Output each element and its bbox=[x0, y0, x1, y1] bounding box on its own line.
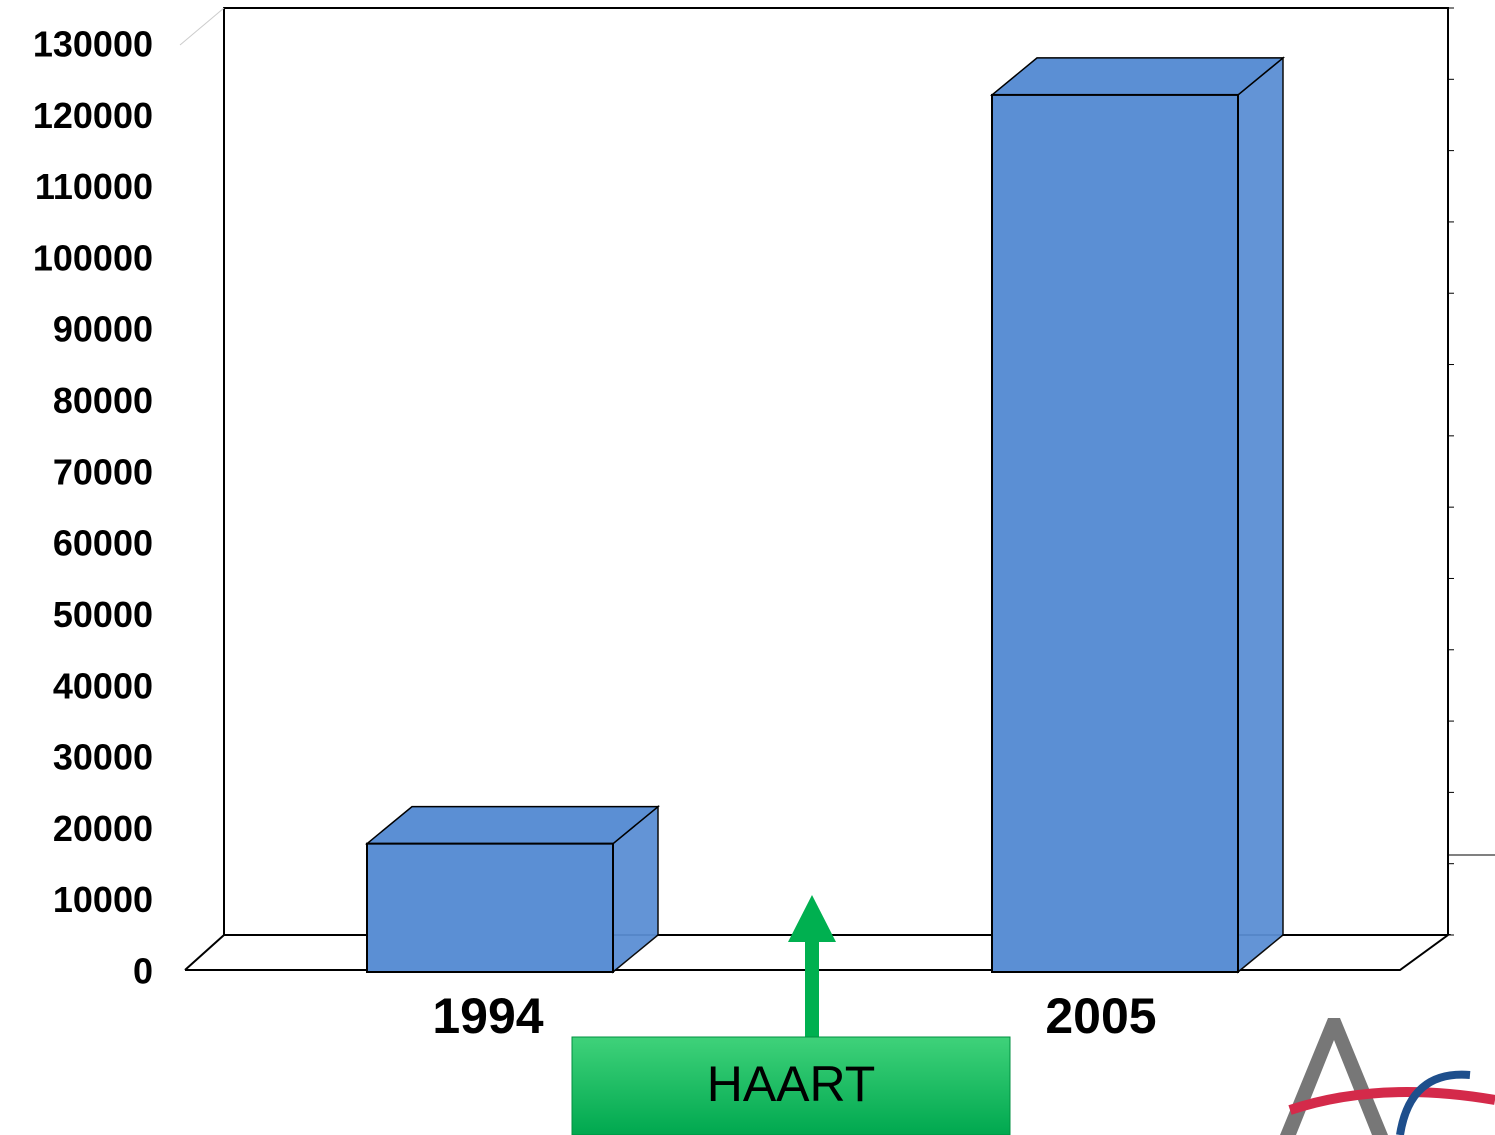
y-tick-label: 20000 bbox=[53, 808, 153, 849]
x-tick-label: 1994 bbox=[432, 988, 543, 1044]
y-tick-label: 80000 bbox=[53, 380, 153, 421]
y-tick-label: 70000 bbox=[53, 451, 153, 492]
bar-side bbox=[1237, 56, 1284, 974]
y-tick-label: 0 bbox=[133, 951, 153, 992]
wall-edge bbox=[179, 7, 225, 46]
bar-front bbox=[366, 842, 614, 974]
logo-swoosh bbox=[1288, 1087, 1495, 1115]
y-tick-label: 60000 bbox=[53, 523, 153, 564]
bar-front bbox=[991, 93, 1239, 973]
y-tick-label: 50000 bbox=[53, 594, 153, 635]
y-tick-label: 100000 bbox=[33, 237, 153, 278]
logo bbox=[1280, 1018, 1495, 1135]
y-tick-label: 40000 bbox=[53, 665, 153, 706]
bars bbox=[364, 56, 1286, 974]
annotation: HAART bbox=[571, 895, 1011, 1135]
y-tick-label: 10000 bbox=[53, 879, 153, 920]
annotation-box bbox=[571, 1036, 1011, 1135]
bar-top bbox=[989, 57, 1286, 96]
logo-arc bbox=[1396, 1070, 1471, 1135]
y-tick-label: 120000 bbox=[33, 95, 153, 136]
walls bbox=[179, 7, 1495, 971]
x-tick-label: 2005 bbox=[1045, 988, 1156, 1044]
arrow-head bbox=[788, 895, 836, 942]
y-tick-label: 90000 bbox=[53, 309, 153, 350]
annotation-text: HAART bbox=[707, 1056, 876, 1112]
bar bbox=[364, 805, 661, 974]
back-wall bbox=[223, 7, 1449, 935]
y-tick-label: 110000 bbox=[35, 166, 153, 207]
bar-top bbox=[364, 805, 661, 845]
bar bbox=[989, 56, 1286, 974]
logo-a bbox=[1280, 1018, 1388, 1135]
y-tick-label: 130000 bbox=[33, 24, 153, 65]
y-tick-label: 30000 bbox=[53, 737, 153, 778]
